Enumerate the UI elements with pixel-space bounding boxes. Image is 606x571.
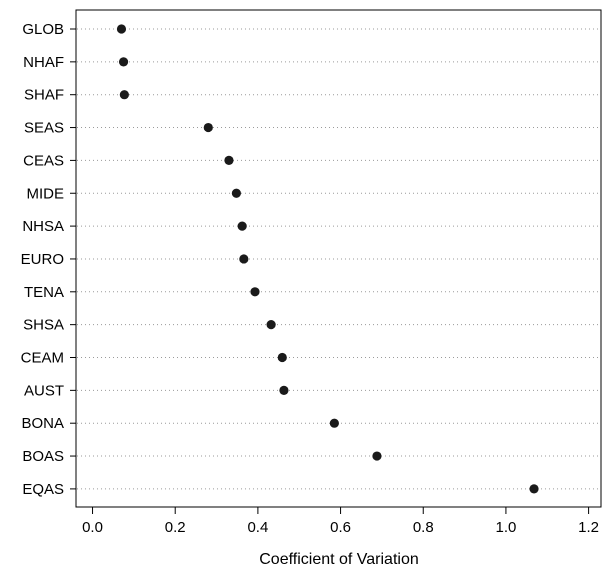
category-label-bona: BONA [21, 415, 64, 432]
x-axis: 0.0 0.2 0.4 0.6 0.8 1.0 1.2 [82, 507, 599, 536]
x-tick-label-1: 0.2 [165, 519, 186, 536]
data-point-seas [203, 122, 213, 133]
category-label-nhaf: NHAF [23, 54, 64, 71]
category-label-seas: SEAS [24, 120, 64, 137]
category-label-aust: AUST [24, 382, 64, 399]
category-label-euro: EURO [21, 251, 64, 268]
data-point-glob [116, 24, 127, 34]
category-label-mide: MIDE [27, 185, 65, 202]
data-point-ceam [277, 352, 287, 363]
category-label-shsa: SHSA [23, 317, 64, 334]
data-point-euro [239, 254, 249, 264]
data-point-ceas [224, 155, 234, 165]
x-tick-label-3: 0.6 [330, 519, 351, 536]
category-label-nhsa: NHSA [22, 218, 64, 235]
category-label-glob: GLOB [22, 21, 64, 38]
category-labels: GLOB NHAF SHAF SEAS CEAS MIDE NHSA EURO TENA SHSA… [21, 21, 76, 498]
x-tick-label-0: 0.0 [82, 519, 103, 536]
x-tick-label-6: 1.2 [578, 519, 599, 536]
x-tick-label-5: 1.0 [495, 519, 516, 536]
x-tick-label-2: 0.4 [247, 519, 268, 536]
data-point-aust [279, 385, 289, 395]
category-label-eqas: EQAS [22, 481, 64, 498]
data-point-tena [250, 287, 260, 297]
data-point-shsa [266, 320, 276, 330]
category-label-ceam: CEAM [21, 350, 64, 367]
data-point-nhsa [237, 221, 247, 231]
data-points [116, 24, 539, 494]
category-label-boas: BOAS [22, 448, 64, 465]
data-point-mide [231, 188, 241, 198]
data-point-bona [329, 418, 339, 428]
x-tick-label-4: 0.8 [413, 519, 434, 536]
category-label-ceas: CEAS [23, 152, 64, 169]
x-axis-title: Coefficient of Variation [259, 551, 419, 568]
category-label-tena: TENA [24, 284, 64, 301]
grid-lines [77, 28, 600, 490]
data-point-nhaf [118, 57, 129, 67]
data-point-boas [372, 451, 382, 461]
category-label-shaf: SHAF [24, 87, 64, 104]
data-point-eqas [529, 484, 539, 494]
data-point-shaf [119, 90, 129, 100]
plot-frame [75, 9, 602, 508]
